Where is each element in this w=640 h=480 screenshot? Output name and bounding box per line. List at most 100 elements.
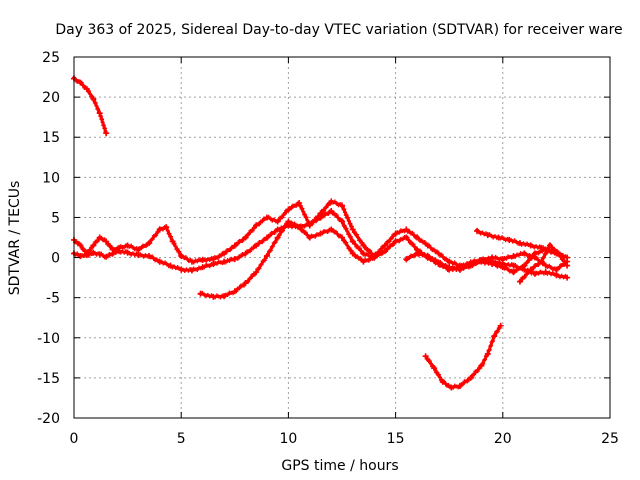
data-point [146, 252, 153, 259]
data-point [344, 213, 349, 218]
data-point [328, 226, 335, 233]
data-point [328, 198, 335, 205]
series-arc-d [197, 218, 378, 300]
data-point [306, 234, 313, 241]
data-point [188, 258, 195, 265]
data-point [390, 236, 395, 241]
data-point [357, 246, 362, 251]
data-point [143, 244, 148, 249]
data-point [358, 256, 363, 261]
series-arc-c [71, 198, 571, 273]
data-point [538, 244, 545, 251]
data-point [253, 222, 260, 229]
data-point [439, 378, 446, 385]
data-point [259, 262, 264, 267]
data-point [312, 218, 317, 223]
data-point [422, 240, 427, 245]
data-point [195, 259, 200, 264]
data-point [248, 276, 253, 281]
data-point [253, 268, 260, 275]
data-point [436, 372, 441, 377]
data-point [227, 258, 232, 263]
y-tick-label: -15 [37, 371, 60, 387]
y-tick-label: 10 [42, 170, 60, 186]
data-point [335, 232, 340, 237]
data-point [248, 249, 253, 254]
x-tick-label: 0 [70, 431, 79, 447]
data-point [88, 91, 93, 96]
data-point [424, 252, 431, 259]
data-point [328, 208, 335, 215]
data-point [146, 240, 153, 247]
data-point [538, 258, 545, 265]
data-point [257, 222, 262, 227]
data-point [342, 207, 347, 212]
data-point [281, 228, 286, 233]
data-point [437, 375, 442, 380]
data-point [317, 210, 324, 217]
y-tick-label: -20 [37, 411, 60, 427]
data-point [257, 266, 262, 271]
data-point [403, 226, 410, 233]
data-point [558, 254, 563, 259]
data-point [349, 250, 356, 257]
data-point [122, 245, 127, 250]
data-point [368, 248, 373, 253]
data-point [96, 110, 103, 117]
data-point [274, 218, 281, 225]
x-tick-label: 15 [387, 431, 405, 447]
data-point [289, 206, 294, 211]
data-point [135, 252, 142, 259]
data-point [324, 205, 329, 210]
data-point [262, 258, 267, 263]
data-point [499, 264, 506, 271]
data-point [531, 250, 538, 257]
data-point [422, 353, 429, 360]
data-point [495, 234, 502, 241]
data-point [77, 79, 84, 86]
data-point [156, 258, 163, 265]
data-point [173, 244, 178, 249]
chart-title: Day 363 of 2025, Sidereal Day-to-day VTE… [55, 22, 622, 38]
data-point [406, 238, 411, 243]
data-point [260, 240, 265, 245]
data-point [403, 256, 410, 263]
y-tick-label: 0 [51, 251, 60, 267]
data-point [514, 268, 519, 273]
data-point [346, 215, 351, 220]
data-point [103, 253, 110, 260]
data-point [317, 230, 324, 237]
data-point [283, 224, 288, 229]
data-point [560, 256, 565, 261]
data-point [306, 222, 313, 229]
data-point [499, 256, 506, 263]
data-point [296, 200, 303, 207]
data-point [379, 252, 384, 257]
data-point [268, 233, 273, 238]
data-point [424, 242, 431, 249]
data-point [280, 215, 285, 220]
data-point [544, 251, 549, 256]
data-point [247, 232, 252, 237]
data-point [270, 244, 275, 249]
data-point [342, 238, 347, 243]
data-point [489, 254, 496, 261]
data-point [167, 262, 174, 269]
data-point [428, 245, 433, 250]
data-point [484, 350, 491, 357]
data-point [525, 272, 530, 277]
data-point [522, 275, 527, 280]
data-point [238, 254, 243, 259]
data-point [305, 232, 310, 237]
data-point [316, 215, 321, 220]
data-point [392, 230, 399, 237]
y-tick-label: -10 [37, 331, 60, 347]
data-point [495, 329, 500, 334]
data-point [296, 224, 303, 231]
data-point [444, 256, 449, 261]
data-point [135, 246, 142, 253]
data-point [403, 234, 410, 241]
data-point [516, 253, 521, 258]
data-point [352, 230, 357, 235]
data-point [510, 252, 517, 259]
